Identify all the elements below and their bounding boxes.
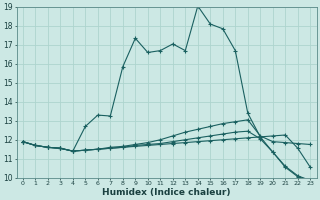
X-axis label: Humidex (Indice chaleur): Humidex (Indice chaleur) (102, 188, 231, 197)
